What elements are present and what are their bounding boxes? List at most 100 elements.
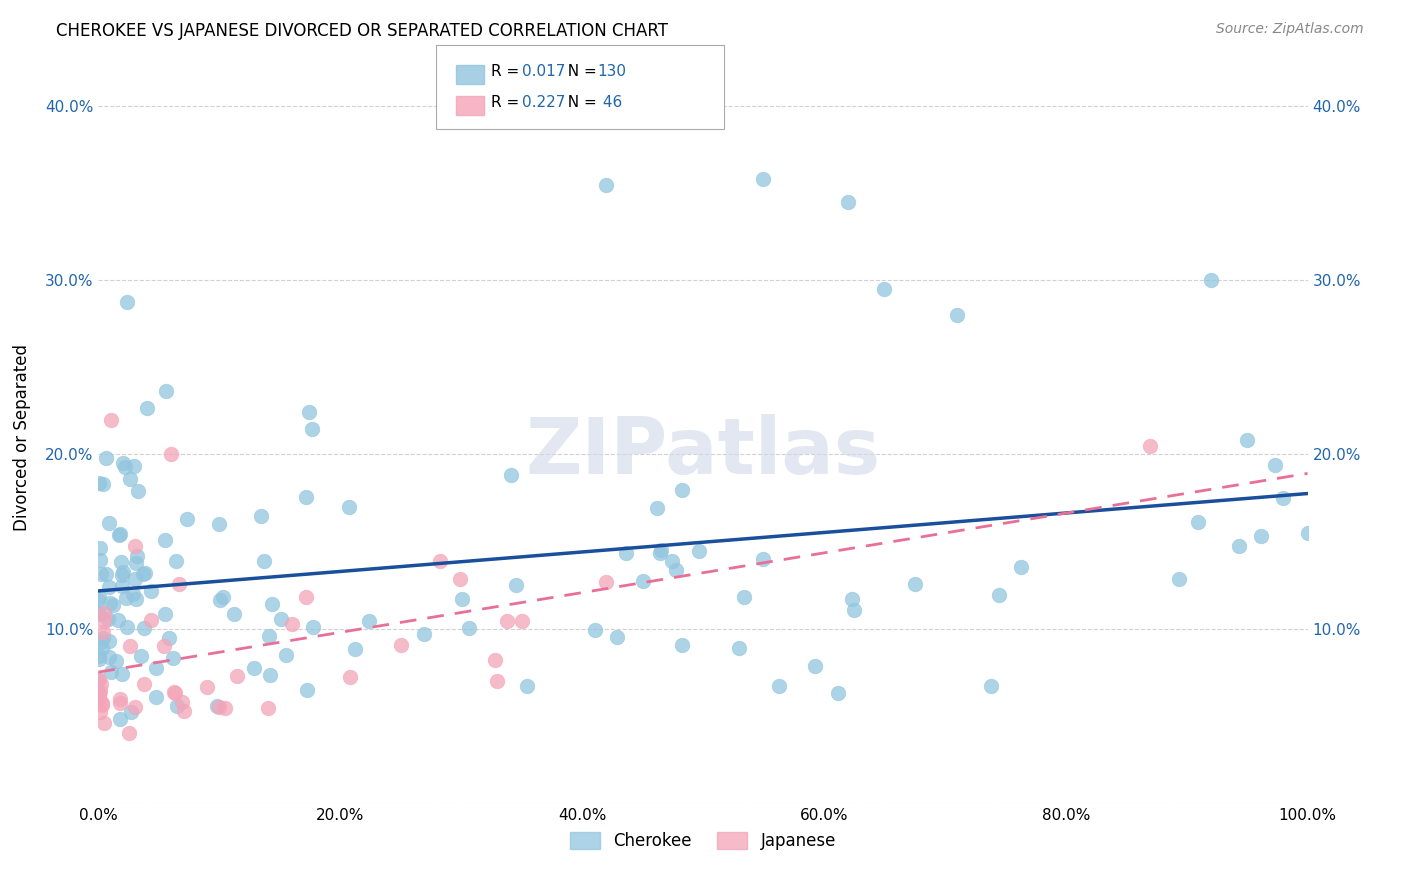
Point	[768, 679, 790, 693]
Point	[484, 653, 506, 667]
Text: 0.017: 0.017	[522, 64, 565, 78]
Point	[595, 178, 617, 192]
Point	[449, 573, 471, 587]
Point	[145, 690, 167, 705]
Point	[110, 555, 132, 569]
Point	[165, 554, 187, 568]
Point	[1264, 458, 1286, 472]
Point	[208, 700, 231, 714]
Point	[89, 553, 111, 567]
Point	[650, 543, 672, 558]
Point	[87, 673, 110, 688]
Point	[97, 516, 120, 531]
Point	[105, 654, 128, 668]
Point	[173, 704, 195, 718]
Point	[252, 554, 274, 568]
Point	[107, 613, 129, 627]
Point	[134, 566, 156, 581]
Point	[904, 576, 927, 591]
Point	[250, 508, 273, 523]
Point	[115, 620, 138, 634]
Point	[101, 599, 124, 613]
Point	[243, 660, 266, 674]
Point	[1199, 273, 1222, 287]
Point	[166, 699, 188, 714]
Point	[122, 459, 145, 474]
Point	[595, 574, 617, 589]
Point	[176, 512, 198, 526]
Point	[100, 665, 122, 679]
Point	[1139, 439, 1161, 453]
Point	[295, 590, 318, 604]
Point	[980, 679, 1002, 693]
Point	[457, 621, 479, 635]
Point	[87, 591, 110, 605]
Point	[124, 700, 146, 714]
Point	[207, 698, 229, 713]
Point	[339, 670, 361, 684]
Point	[91, 696, 114, 710]
Point	[112, 457, 135, 471]
Point	[134, 621, 156, 635]
Point	[1167, 572, 1189, 586]
Point	[108, 696, 131, 710]
Point	[136, 401, 159, 416]
Point	[87, 687, 110, 701]
Point	[516, 679, 538, 693]
Point	[145, 661, 167, 675]
Point	[359, 614, 381, 628]
Point	[90, 640, 112, 655]
Point	[499, 468, 522, 483]
Point	[98, 580, 121, 594]
Point	[281, 616, 304, 631]
Point	[89, 649, 111, 664]
Point	[118, 640, 141, 654]
Point	[614, 546, 637, 560]
Point	[429, 554, 451, 568]
Point	[295, 490, 318, 504]
Point	[270, 612, 292, 626]
Text: R =: R =	[491, 64, 524, 78]
Point	[841, 592, 863, 607]
Point	[1236, 433, 1258, 447]
Point	[486, 673, 509, 688]
Point	[1010, 559, 1032, 574]
Point	[585, 623, 607, 637]
Point	[122, 587, 145, 601]
Point	[115, 295, 138, 310]
Point	[671, 638, 693, 652]
Point	[108, 692, 131, 706]
Point	[226, 669, 249, 683]
Point	[93, 715, 115, 730]
Point	[1250, 529, 1272, 543]
Point	[728, 640, 751, 655]
Point	[671, 483, 693, 498]
Point	[167, 577, 190, 591]
Point	[803, 658, 825, 673]
Point	[115, 591, 138, 605]
Point	[389, 638, 412, 652]
Point	[162, 651, 184, 665]
Point	[751, 551, 773, 566]
Point	[96, 567, 118, 582]
Point	[1187, 515, 1209, 529]
Point	[606, 630, 628, 644]
Point	[214, 701, 236, 715]
Point	[827, 686, 849, 700]
Point	[139, 584, 162, 599]
Point	[108, 712, 131, 726]
Point	[87, 672, 110, 686]
Point	[108, 526, 131, 541]
Text: N =: N =	[558, 95, 602, 110]
Point	[842, 603, 865, 617]
Text: 130: 130	[598, 64, 627, 78]
Point	[257, 628, 280, 642]
Point	[208, 516, 231, 531]
Y-axis label: Divorced or Separated: Divorced or Separated	[13, 343, 31, 531]
Point	[873, 282, 896, 296]
Point	[127, 484, 149, 499]
Point	[302, 620, 325, 634]
Point	[91, 477, 114, 491]
Point	[112, 565, 135, 579]
Point	[209, 593, 232, 607]
